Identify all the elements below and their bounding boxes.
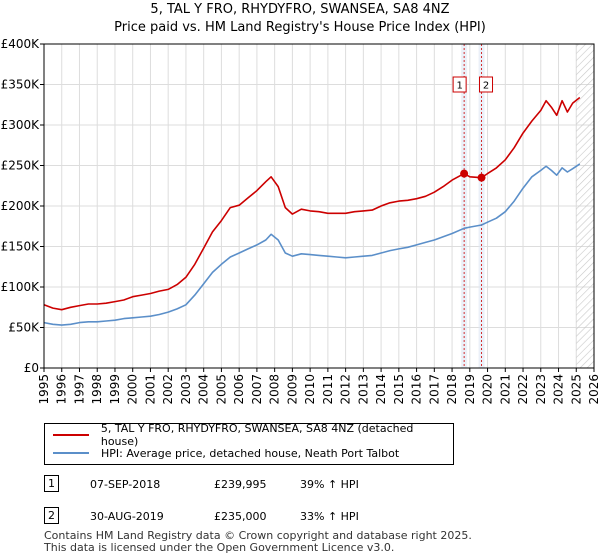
x-tick-label: 2008 [268, 374, 282, 405]
projection-hatch [576, 44, 594, 368]
footer-copyright: Contains HM Land Registry data © Crown c… [44, 529, 472, 542]
series-line [43, 163, 581, 326]
x-tick-label: 2025 [569, 374, 583, 405]
transaction-date: 30-AUG-2019 [90, 510, 164, 523]
x-tick-label: 2022 [516, 374, 530, 405]
x-tick-label: 1995 [37, 374, 51, 405]
transaction-row: 1 07-SEP-2018 £239,995 39% ↑ HPI [44, 473, 584, 495]
legend-label-hpi: HPI: Average price, detached house, Neat… [101, 446, 400, 460]
transaction-hpi: 39% ↑ HPI [300, 478, 359, 491]
x-tick-label: 2000 [126, 374, 140, 405]
x-tick-label: 2007 [250, 374, 264, 405]
x-tick-label: 2006 [232, 374, 246, 405]
x-tick-label: 2021 [498, 374, 512, 405]
x-tick-label: 2019 [463, 374, 477, 405]
legend-swatch-property [53, 434, 89, 436]
y-tick-label: £400K [1, 37, 41, 51]
y-tick-label: £350K [1, 78, 41, 92]
legend-label-property: 5, TAL Y FRO, RHYDYFRO, SWANSEA, SA8 4NZ… [100, 422, 414, 448]
y-tick-label: £250K [1, 159, 41, 173]
x-tick-label: 2018 [445, 374, 459, 405]
x-tick-label: 2009 [285, 374, 299, 405]
x-tick-label: 2016 [410, 374, 424, 405]
y-tick-label: £200K [1, 199, 41, 213]
x-tick-label: 2005 [214, 374, 228, 405]
x-tick-label: 2023 [534, 374, 548, 405]
y-tick-label: £300K [1, 118, 41, 132]
x-tick-label: 1997 [72, 374, 86, 405]
footer: Contains HM Land Registry data © Crown c… [44, 530, 472, 554]
transaction-hpi: 33% ↑ HPI [300, 510, 359, 523]
sale-marker [477, 173, 486, 182]
footer-licence: This data is licensed under the Open Gov… [44, 541, 395, 554]
x-tick-label: 2017 [427, 374, 441, 405]
x-tick-label: 2011 [321, 374, 335, 405]
y-tick-label: £150K [1, 240, 41, 254]
series-line [43, 96, 581, 311]
transaction-row: 2 30-AUG-2019 £235,000 33% ↑ HPI [44, 505, 584, 527]
legend-item-hpi: HPI: Average price, detached house, Neat… [53, 445, 399, 461]
transaction-price: £235,000 [214, 510, 267, 523]
legend-item-property: 5, TAL Y FRO, RHYDYFRO, SWANSEA, SA8 4NZ… [53, 422, 453, 448]
x-tick-label: 1999 [108, 374, 122, 405]
x-tick-label: 2014 [374, 374, 388, 405]
chart-title-line1: 5, TAL Y FRO, RHYDYFRO, SWANSEA, SA8 4NZ [150, 2, 450, 17]
x-tick-labels: 1995 1996 1997 1998 1999 2000 2001 2002 2003 2004… [37, 368, 600, 405]
sale-label-box [479, 76, 494, 93]
chart-title-line2: Price paid vs. HM Land Registry's House … [114, 20, 486, 35]
transaction-number: 2 [44, 507, 59, 524]
y-tick-label: £50K [8, 321, 40, 335]
sale-label: 1 [456, 81, 462, 92]
x-tick-label: 1998 [90, 374, 104, 405]
x-tick-label: 2020 [481, 374, 495, 405]
x-tick-label: 1996 [55, 374, 69, 405]
y-tick-label: £0 [24, 361, 39, 375]
sale-label: 2 [483, 81, 489, 92]
transaction-price: £239,995 [214, 478, 267, 491]
x-tick-label: 2010 [303, 374, 317, 405]
transaction-number: 1 [44, 475, 59, 492]
y-tick-label: £100K [1, 280, 41, 294]
x-tick-label: 2001 [143, 374, 157, 405]
x-tick-label: 2013 [356, 374, 370, 405]
x-tick-label: 2012 [339, 374, 353, 405]
x-tick-label: 2024 [552, 374, 566, 405]
transaction-date: 07-SEP-2018 [90, 478, 161, 491]
sale-marker [460, 169, 469, 178]
legend: 5, TAL Y FRO, RHYDYFRO, SWANSEA, SA8 4NZ… [44, 422, 454, 465]
x-tick-label: 2015 [392, 374, 406, 405]
y-tick-labels: £0 £50K £100K £150K £200K £250K £300K £350K £400… [1, 37, 44, 375]
legend-swatch-hpi [53, 452, 89, 454]
x-tick-label: 2002 [161, 374, 175, 405]
x-tick-label: 2026 [587, 374, 600, 405]
grid [43, 43, 595, 369]
sale-label-box [452, 76, 467, 93]
x-tick-label: 2003 [179, 374, 193, 405]
x-tick-label: 2004 [197, 374, 211, 405]
projection-region [576, 44, 594, 368]
sale-markers [460, 169, 486, 182]
series-lines [43, 96, 581, 326]
